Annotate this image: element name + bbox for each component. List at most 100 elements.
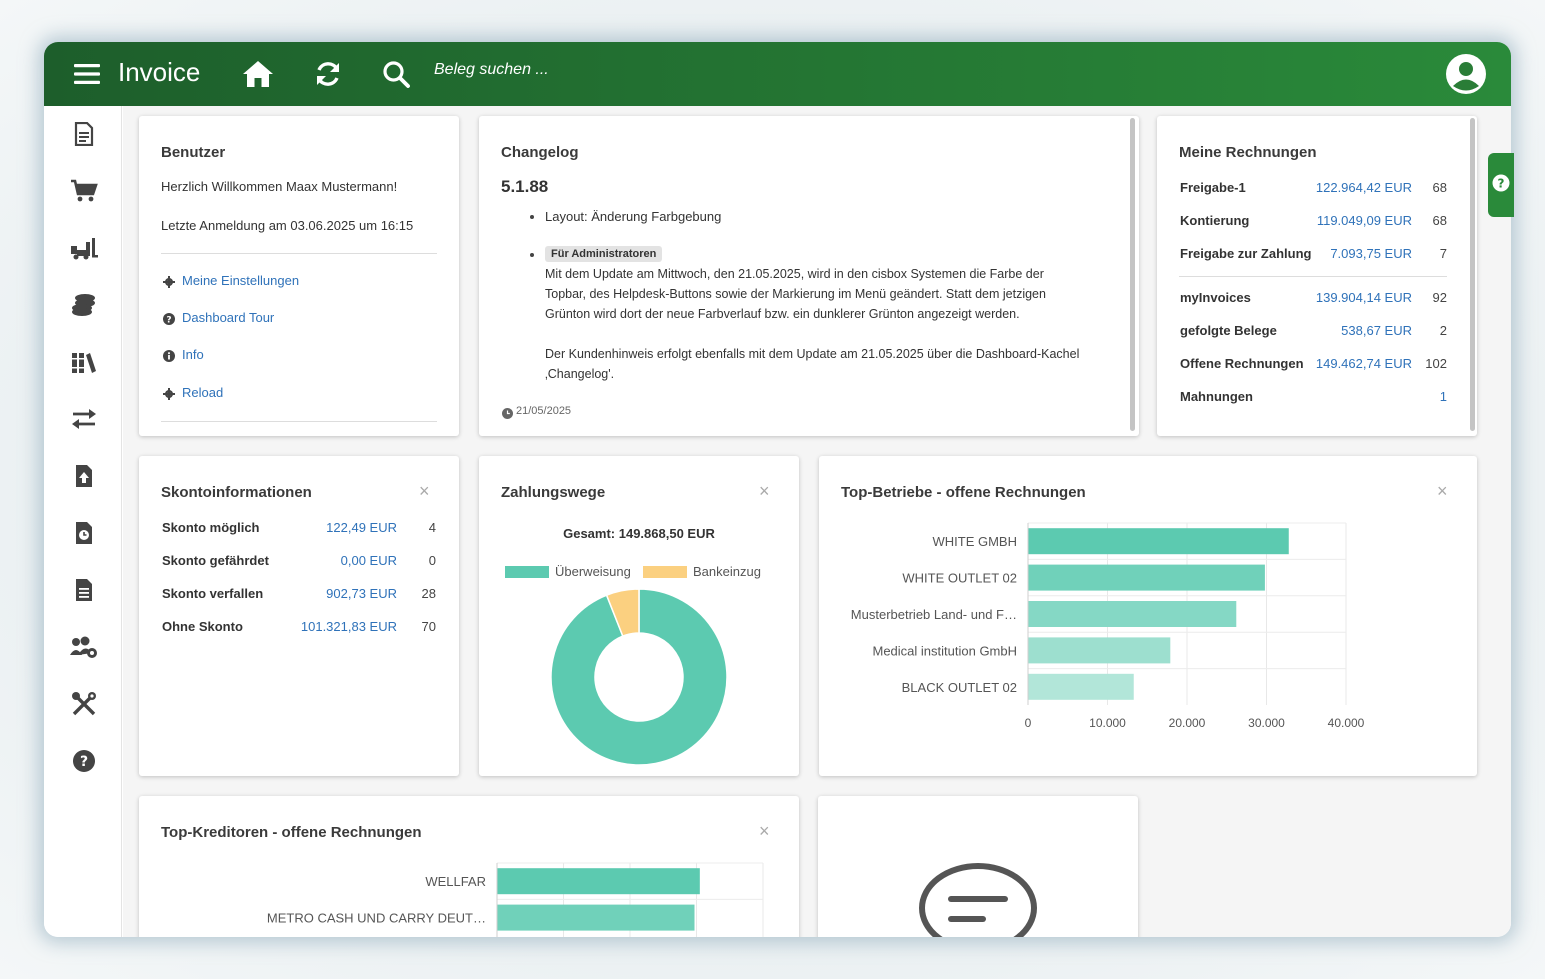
bar [1028,601,1237,627]
bar [497,904,695,931]
row-amount-link[interactable]: 902,73 EUR [326,586,397,601]
changelog-text: Grünton wird dort der neue Farbverlauf b… [545,307,1020,321]
row-count: 102 [1425,356,1447,371]
row-amount-link[interactable]: 119.049,09 EUR [1316,213,1412,228]
refresh-icon[interactable] [312,42,344,106]
reload-link[interactable]: Reload [182,385,224,400]
tick-label: 10.000 [1089,716,1126,730]
row-count: 68 [1432,180,1447,195]
row-amount-link[interactable]: 7.093,75 EUR [1330,246,1412,261]
svg-text:?: ? [1498,176,1505,190]
close-icon[interactable]: × [759,821,770,841]
row-amount-link[interactable]: 101.321,83 EUR [300,619,397,634]
tick-label: 40.000 [1328,716,1365,730]
row-label: myInvoices [1180,290,1251,305]
tick-label: 20.000 [1169,716,1206,730]
menu-icon[interactable] [72,42,102,106]
dashboard-tour-link[interactable]: Dashboard Tour [182,310,275,325]
changelog-text: Der Kundenhinweis erfolgt ebenfalls mit … [545,347,1080,361]
search-icon[interactable] [380,42,412,106]
row-amount-link[interactable]: 122,49 EUR [326,520,397,535]
row-label: Kontierung [1180,213,1250,228]
file-upload-icon[interactable] [64,456,104,496]
close-icon[interactable]: × [419,481,430,501]
changelog-text: Topbar, des Helpdesk-Buttons sowie der M… [545,287,1046,301]
transfer-icon[interactable] [64,399,104,439]
home-icon[interactable] [240,42,276,106]
card-title: Meine Rechnungen [1179,144,1317,161]
legend-swatch [505,566,549,578]
row-label: Skonto möglich [162,520,260,535]
tools-icon[interactable] [64,684,104,724]
bar [1028,564,1265,591]
svg-text:?: ? [80,754,88,770]
clock-icon [502,406,513,424]
row-count-link[interactable]: 1 [1439,389,1447,404]
row-amount-link[interactable]: 538,67 EUR [1341,323,1412,338]
cart-icon[interactable] [64,171,104,211]
row-label: Offene Rechnungen [1180,356,1304,371]
legend-swatch [643,566,687,578]
admin-badge: Für Administratoren [545,246,663,262]
top-betriebe-card: Top-Betriebe - offene Rechnungen × WHITE… [819,456,1477,776]
row-label: Skonto gefährdet [162,553,269,568]
info-link[interactable]: Info [182,347,204,362]
category-label: Medical institution GmbH [873,643,1018,658]
row-amount-link[interactable]: 149.462,74 EUR [1315,356,1412,371]
users-gear-icon[interactable] [64,627,104,667]
gear-icon [163,387,175,405]
books-icon[interactable] [64,342,104,382]
help-icon: ? [1492,174,1510,197]
changelog-text: Mit dem Update am Mittwoch, den 21.05.20… [545,267,1044,281]
file-clock-icon[interactable] [64,513,104,553]
row-count: 28 [421,586,436,601]
card-title: Top-Kreditoren - offene Rechnungen [161,824,422,841]
donut-slice [605,588,640,638]
document-icon[interactable] [64,114,104,154]
bar [1028,528,1289,555]
scrollbar[interactable] [1130,118,1135,431]
card-title: Zahlungswege [501,484,606,501]
scrollbar[interactable] [1470,118,1475,431]
gear-icon [163,275,175,293]
row-amount-link[interactable]: 0,00 EUR [340,553,397,568]
row-amount-link[interactable]: 139.904,14 EUR [1315,290,1412,305]
close-icon[interactable]: × [759,481,770,501]
changelog-date: 21/05/2025 [516,405,572,417]
app-window: Invoice Beleg suchen ... [44,42,1511,937]
row-count: 7 [1439,246,1447,261]
bar [497,868,700,895]
row-count: 0 [428,553,436,568]
category-label: Musterbetrieb Land- und F… [851,607,1017,622]
row-count: 70 [421,619,436,634]
card-title: Changelog [501,144,579,161]
helpdesk-button[interactable]: ? [1488,153,1514,217]
settings-link[interactable]: Meine Einstellungen [182,273,300,288]
kreditoren-bar-chart: WELLFAR METRO CASH UND CARRY DEUT… [267,862,764,937]
row-amount-link[interactable]: 122.964,42 EUR [1315,180,1412,195]
close-icon[interactable]: × [1437,481,1448,501]
category-label: WHITE GMBH [933,534,1018,549]
zahlungswege-card: Zahlungswege × Gesamt: 149.868,50 EUR Üb… [479,456,799,776]
row-count: 4 [428,520,436,535]
row-label: gefolgte Belege [1180,323,1277,338]
payment-donut-chart: Überweisung Bankeinzug [505,564,761,766]
skonto-card: Skontoinformationen × Skonto möglich 122… [139,456,459,776]
message-icon [918,860,1038,937]
category-label: WELLFAR [425,874,486,889]
tick-label: 0 [1025,716,1032,730]
file-text-icon[interactable] [64,570,104,610]
user-avatar-icon[interactable] [1444,42,1488,106]
card-title: Skontoinformationen [161,484,312,501]
total-label: Gesamt: 149.868,50 EUR [563,526,715,541]
category-label: WHITE OUTLET 02 [902,571,1017,586]
row-label: Freigabe-1 [1180,180,1246,195]
forklift-icon[interactable] [64,228,104,268]
category-label: BLACK OUTLET 02 [902,680,1017,695]
question-circle-icon: ? [163,312,175,330]
coins-icon[interactable] [64,285,104,325]
topbar: Invoice Beleg suchen ... [44,42,1511,106]
bar [1028,637,1171,664]
search-input[interactable]: Beleg suchen ... [434,61,549,78]
help-icon[interactable]: ? [64,741,104,781]
